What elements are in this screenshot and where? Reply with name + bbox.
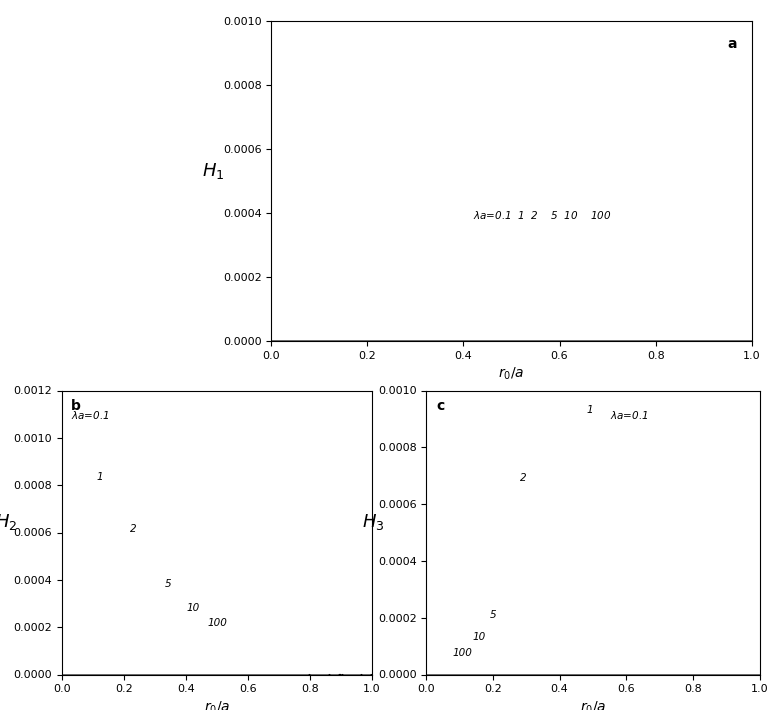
Text: 100: 100 — [208, 618, 228, 628]
Text: 5: 5 — [490, 610, 496, 620]
Y-axis label: $H_2$: $H_2$ — [0, 513, 17, 532]
Y-axis label: $H_1$: $H_1$ — [202, 161, 225, 181]
Text: 2: 2 — [519, 474, 526, 484]
Text: 1: 1 — [96, 472, 103, 482]
Text: 100: 100 — [453, 648, 473, 658]
Text: 10: 10 — [473, 633, 486, 643]
Text: 1: 1 — [586, 405, 593, 415]
Text: c: c — [436, 399, 445, 413]
X-axis label: $r_0/a$: $r_0/a$ — [580, 700, 606, 710]
Y-axis label: $H_3$: $H_3$ — [362, 513, 384, 532]
Text: a: a — [728, 38, 737, 51]
X-axis label: $r_0/a$: $r_0/a$ — [204, 700, 230, 710]
Text: $\lambda a$=0.1  1  2    5  10    100: $\lambda a$=0.1 1 2 5 10 100 — [473, 209, 611, 222]
Text: 10: 10 — [186, 603, 199, 613]
Text: $\lambda a$=0.1: $\lambda a$=0.1 — [71, 409, 110, 421]
Text: $\lambda a$=0.1: $\lambda a$=0.1 — [609, 409, 648, 421]
Text: 5: 5 — [164, 579, 171, 589]
Text: b: b — [71, 399, 81, 413]
X-axis label: $r_0/a$: $r_0/a$ — [498, 366, 525, 383]
Text: 2: 2 — [130, 525, 137, 535]
